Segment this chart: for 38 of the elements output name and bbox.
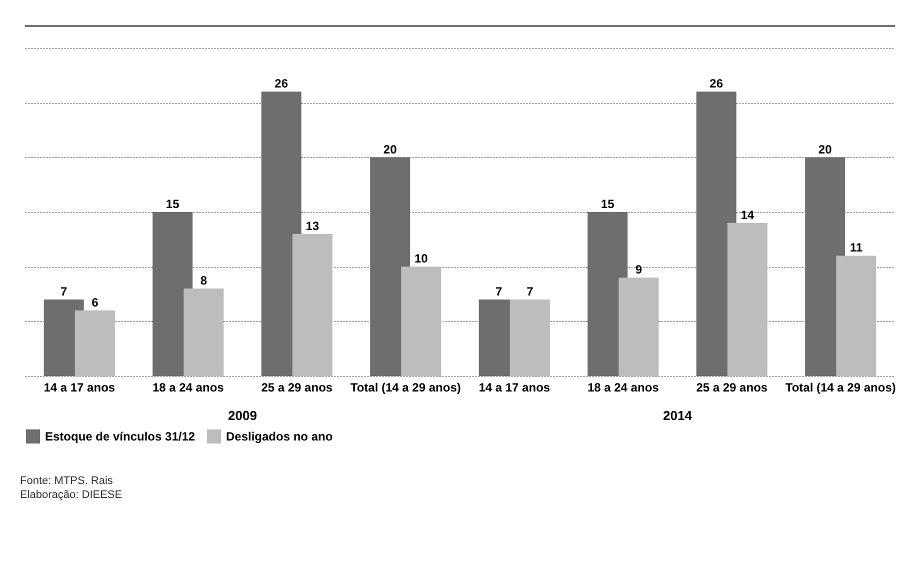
data-label: 7 — [60, 284, 68, 298]
data-label: 26 — [710, 76, 724, 91]
text: 2009 — [228, 408, 257, 423]
data-label: 6 — [92, 295, 99, 310]
x-tick-label: 14 a 17 anos — [478, 380, 550, 394]
data-label: 20 — [383, 142, 398, 156]
x-tick-label: Total (14 a 29 anos) — [350, 380, 461, 394]
data-label: 26 — [274, 76, 288, 91]
data-label: 7 — [526, 284, 534, 298]
data-label: 15 — [166, 196, 180, 211]
x-tick-label: 25 a 29 anos — [696, 380, 768, 394]
bar — [184, 288, 224, 376]
bar — [618, 278, 659, 376]
data-label: 11 — [850, 240, 863, 255]
source-note: Fonte: MTPS. Rais — [20, 475, 114, 487]
x-tick-label: 18 a 24 anos — [587, 380, 660, 394]
legend-label: Desligados no ano — [226, 429, 333, 444]
bar — [74, 310, 115, 376]
data-label: 14 — [740, 208, 754, 222]
text: Elaboração: DIEESE — [20, 489, 122, 501]
bar — [510, 299, 550, 376]
x-tick-label: 14 a 17 anos — [44, 380, 116, 394]
text: 2014 — [663, 408, 693, 423]
data-label: 13 — [306, 218, 320, 233]
bar — [401, 266, 442, 376]
data-label: 10 — [414, 252, 428, 266]
bar — [836, 256, 876, 376]
bar — [292, 234, 332, 376]
bar — [727, 222, 768, 376]
data-label: 9 — [635, 262, 642, 277]
legend-label: Estoque de vínculos 31/12 — [45, 429, 196, 444]
data-label: 8 — [200, 274, 208, 288]
data-label: 7 — [495, 284, 502, 298]
data-label: 15 — [600, 196, 615, 211]
data-label: 20 — [818, 142, 832, 156]
x-tick-label: 18 a 24 anos — [152, 380, 224, 394]
x-tick-label: 25 a 29 anos — [261, 380, 333, 394]
x-tick-label: Total (14 a 29 anos) — [785, 380, 896, 394]
